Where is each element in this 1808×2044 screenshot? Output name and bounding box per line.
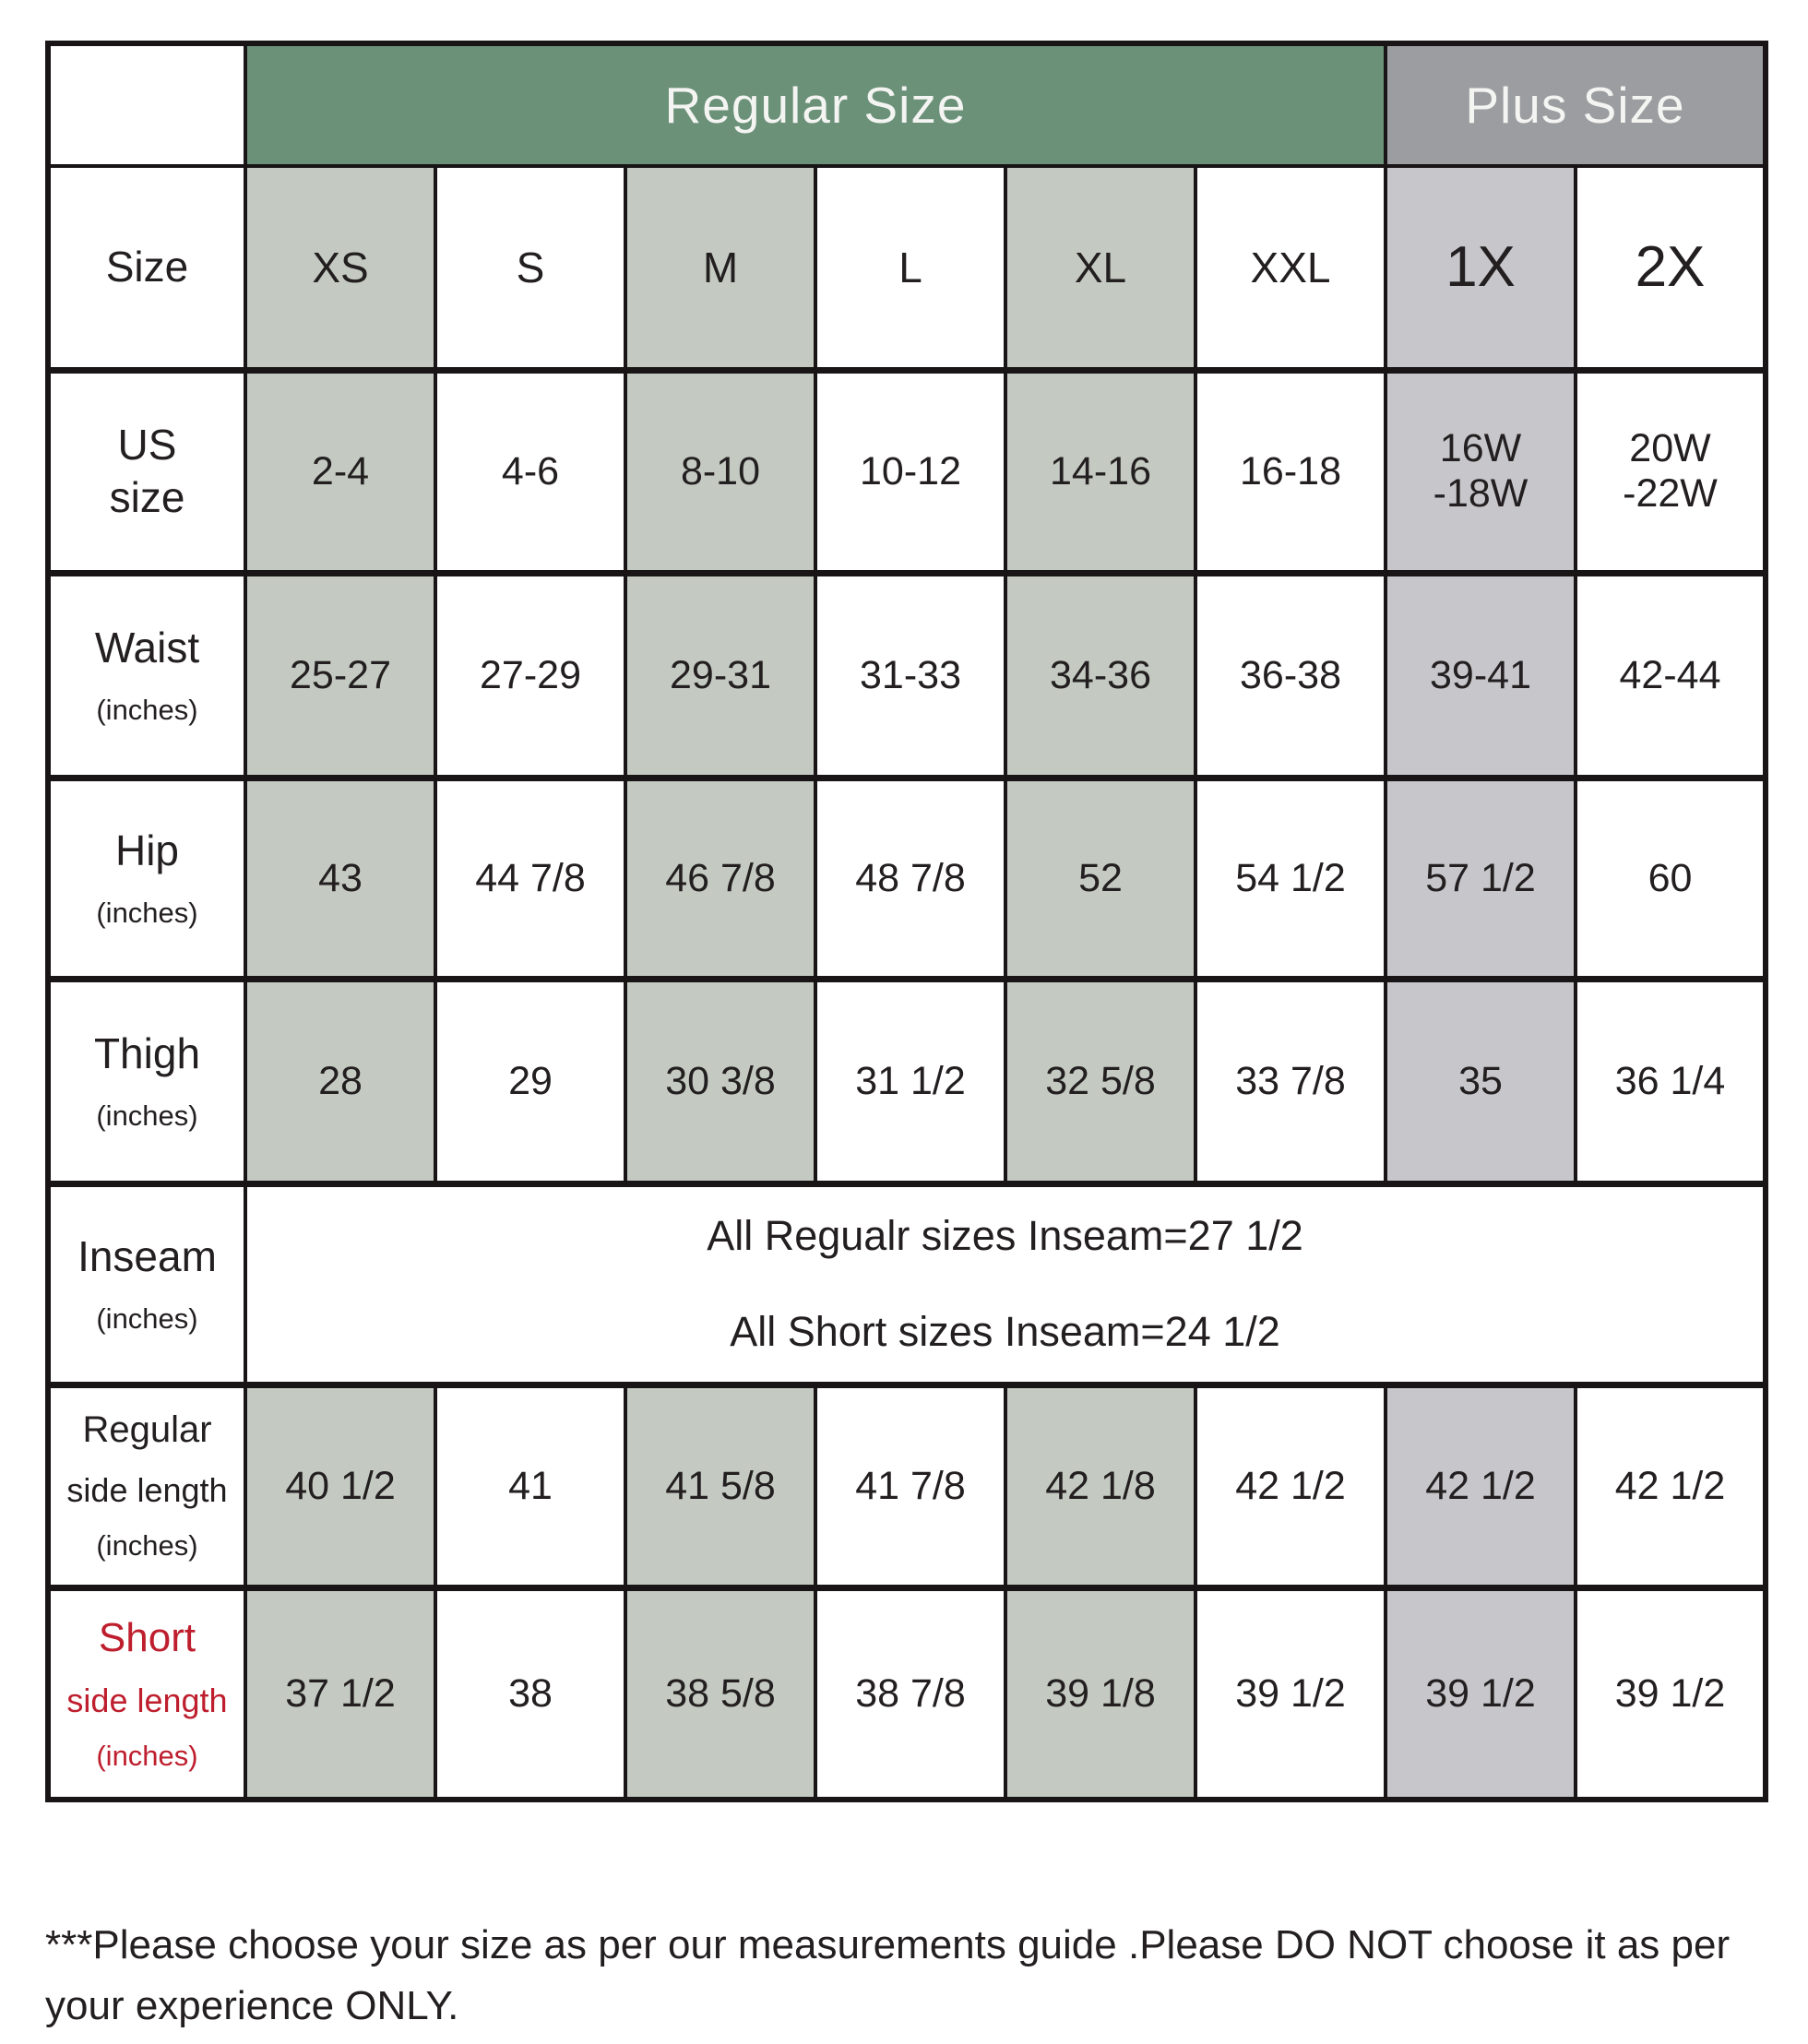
row-label-short-side-length: Short side length (inches)	[46, 1584, 247, 1801]
waist-cell: 34-36	[1004, 569, 1197, 779]
us-size-cell: 10-12	[814, 366, 1007, 575]
regular-length-cell: 40 1/2	[244, 1381, 437, 1589]
inseam-note-cell: All Regualr sizes Inseam=27 1/2 All Shor…	[244, 1180, 1767, 1386]
regular-length-cell: 42 1/2	[1194, 1381, 1387, 1589]
size-col-m: M	[624, 164, 817, 372]
row-label-us-size: US size	[46, 366, 247, 575]
us-size-cell: 16-18	[1194, 366, 1387, 575]
regular-side-length-row: Regular side length (inches) 40 1/2 41 4…	[46, 1381, 1767, 1589]
header-band-row: Regular Size Plus Size	[46, 42, 1767, 168]
waist-cell: 39-41	[1384, 569, 1577, 779]
short-length-cell: 38 5/8	[624, 1584, 817, 1801]
size-col-xxl: XXL	[1194, 164, 1387, 372]
thigh-cell: 32 5/8	[1004, 975, 1197, 1185]
size-col-2x: 2X	[1574, 164, 1767, 372]
row-label-size: Size	[46, 164, 247, 372]
size-col-l: L	[814, 164, 1007, 372]
row-label-inseam: Inseam (inches)	[46, 1180, 247, 1386]
short-length-cell: 39 1/2	[1574, 1584, 1767, 1801]
thigh-cell: 31 1/2	[814, 975, 1007, 1185]
regular-length-cell: 41 5/8	[624, 1381, 817, 1589]
row-label-waist: Waist (inches)	[46, 569, 247, 779]
size-col-s: S	[434, 164, 627, 372]
us-size-cell: 20W -22W	[1574, 366, 1767, 575]
hip-cell: 44 7/8	[434, 774, 627, 980]
short-length-cell: 39 1/2	[1194, 1584, 1387, 1801]
thigh-cell: 35	[1384, 975, 1577, 1185]
hip-row: Hip (inches) 43 44 7/8 46 7/8 48 7/8 52 …	[46, 774, 1767, 980]
us-size-cell: 4-6	[434, 366, 627, 575]
inseam-short-note: All Short sizes Inseam=24 1/2	[730, 1308, 1280, 1355]
short-length-cell: 38 7/8	[814, 1584, 1007, 1801]
waist-cell: 27-29	[434, 569, 627, 779]
waist-cell: 42-44	[1574, 569, 1767, 779]
hip-cell: 52	[1004, 774, 1197, 980]
short-length-cell: 39 1/8	[1004, 1584, 1197, 1801]
hip-cell: 60	[1574, 774, 1767, 980]
short-length-cell: 38	[434, 1584, 627, 1801]
thigh-cell: 33 7/8	[1194, 975, 1387, 1185]
hip-cell: 43	[244, 774, 437, 980]
waist-cell: 25-27	[244, 569, 437, 779]
measurement-guide-note: ***Please choose your size as per our me…	[45, 1922, 1731, 2028]
thigh-cell: 28	[244, 975, 437, 1185]
regular-length-cell: 42 1/2	[1574, 1381, 1767, 1589]
corner-cell	[46, 42, 247, 168]
waist-cell: 29-31	[624, 569, 817, 779]
thigh-cell: 29	[434, 975, 627, 1185]
waist-row: Waist (inches) 25-27 27-29 29-31 31-33 3…	[46, 569, 1767, 779]
regular-size-band: Regular Size	[244, 42, 1387, 168]
hip-cell: 54 1/2	[1194, 774, 1387, 980]
plus-size-band: Plus Size	[1384, 42, 1767, 168]
regular-length-cell: 42 1/2	[1384, 1381, 1577, 1589]
us-size-cell: 16W -18W	[1384, 366, 1577, 575]
short-length-cell: 39 1/2	[1384, 1584, 1577, 1801]
hip-cell: 57 1/2	[1384, 774, 1577, 980]
short-length-cell: 37 1/2	[244, 1584, 437, 1801]
waist-cell: 36-38	[1194, 569, 1387, 779]
waist-cell: 31-33	[814, 569, 1007, 779]
us-size-row: US size 2-4 4-6 8-10 10-12 14-16 16-18 1…	[46, 366, 1767, 575]
size-col-xl: XL	[1004, 164, 1197, 372]
hip-cell: 46 7/8	[624, 774, 817, 980]
us-size-cell: 14-16	[1004, 366, 1197, 575]
size-chart-table: Regular Size Plus Size Size XS S M L XL …	[45, 41, 1768, 1802]
inseam-row: Inseam (inches) All Regualr sizes Inseam…	[46, 1180, 1767, 1386]
row-label-thigh: Thigh (inches)	[46, 975, 247, 1185]
row-label-hip: Hip (inches)	[46, 774, 247, 980]
regular-length-cell: 41	[434, 1381, 627, 1589]
inseam-regular-note: All Regualr sizes Inseam=27 1/2	[707, 1212, 1303, 1259]
size-header-row: Size XS S M L XL XXL 1X 2X	[46, 164, 1767, 372]
us-size-cell: 2-4	[244, 366, 437, 575]
hip-cell: 48 7/8	[814, 774, 1007, 980]
thigh-cell: 36 1/4	[1574, 975, 1767, 1185]
size-col-1x: 1X	[1384, 164, 1577, 372]
regular-length-cell: 42 1/8	[1004, 1381, 1197, 1589]
size-col-xs: XS	[244, 164, 437, 372]
thigh-cell: 30 3/8	[624, 975, 817, 1185]
row-label-regular-side-length: Regular side length (inches)	[46, 1381, 247, 1589]
short-side-length-row: Short side length (inches) 37 1/2 38 38 …	[46, 1584, 1767, 1801]
thigh-row: Thigh (inches) 28 29 30 3/8 31 1/2 32 5/…	[46, 975, 1767, 1185]
regular-length-cell: 41 7/8	[814, 1381, 1007, 1589]
us-size-cell: 8-10	[624, 366, 817, 575]
